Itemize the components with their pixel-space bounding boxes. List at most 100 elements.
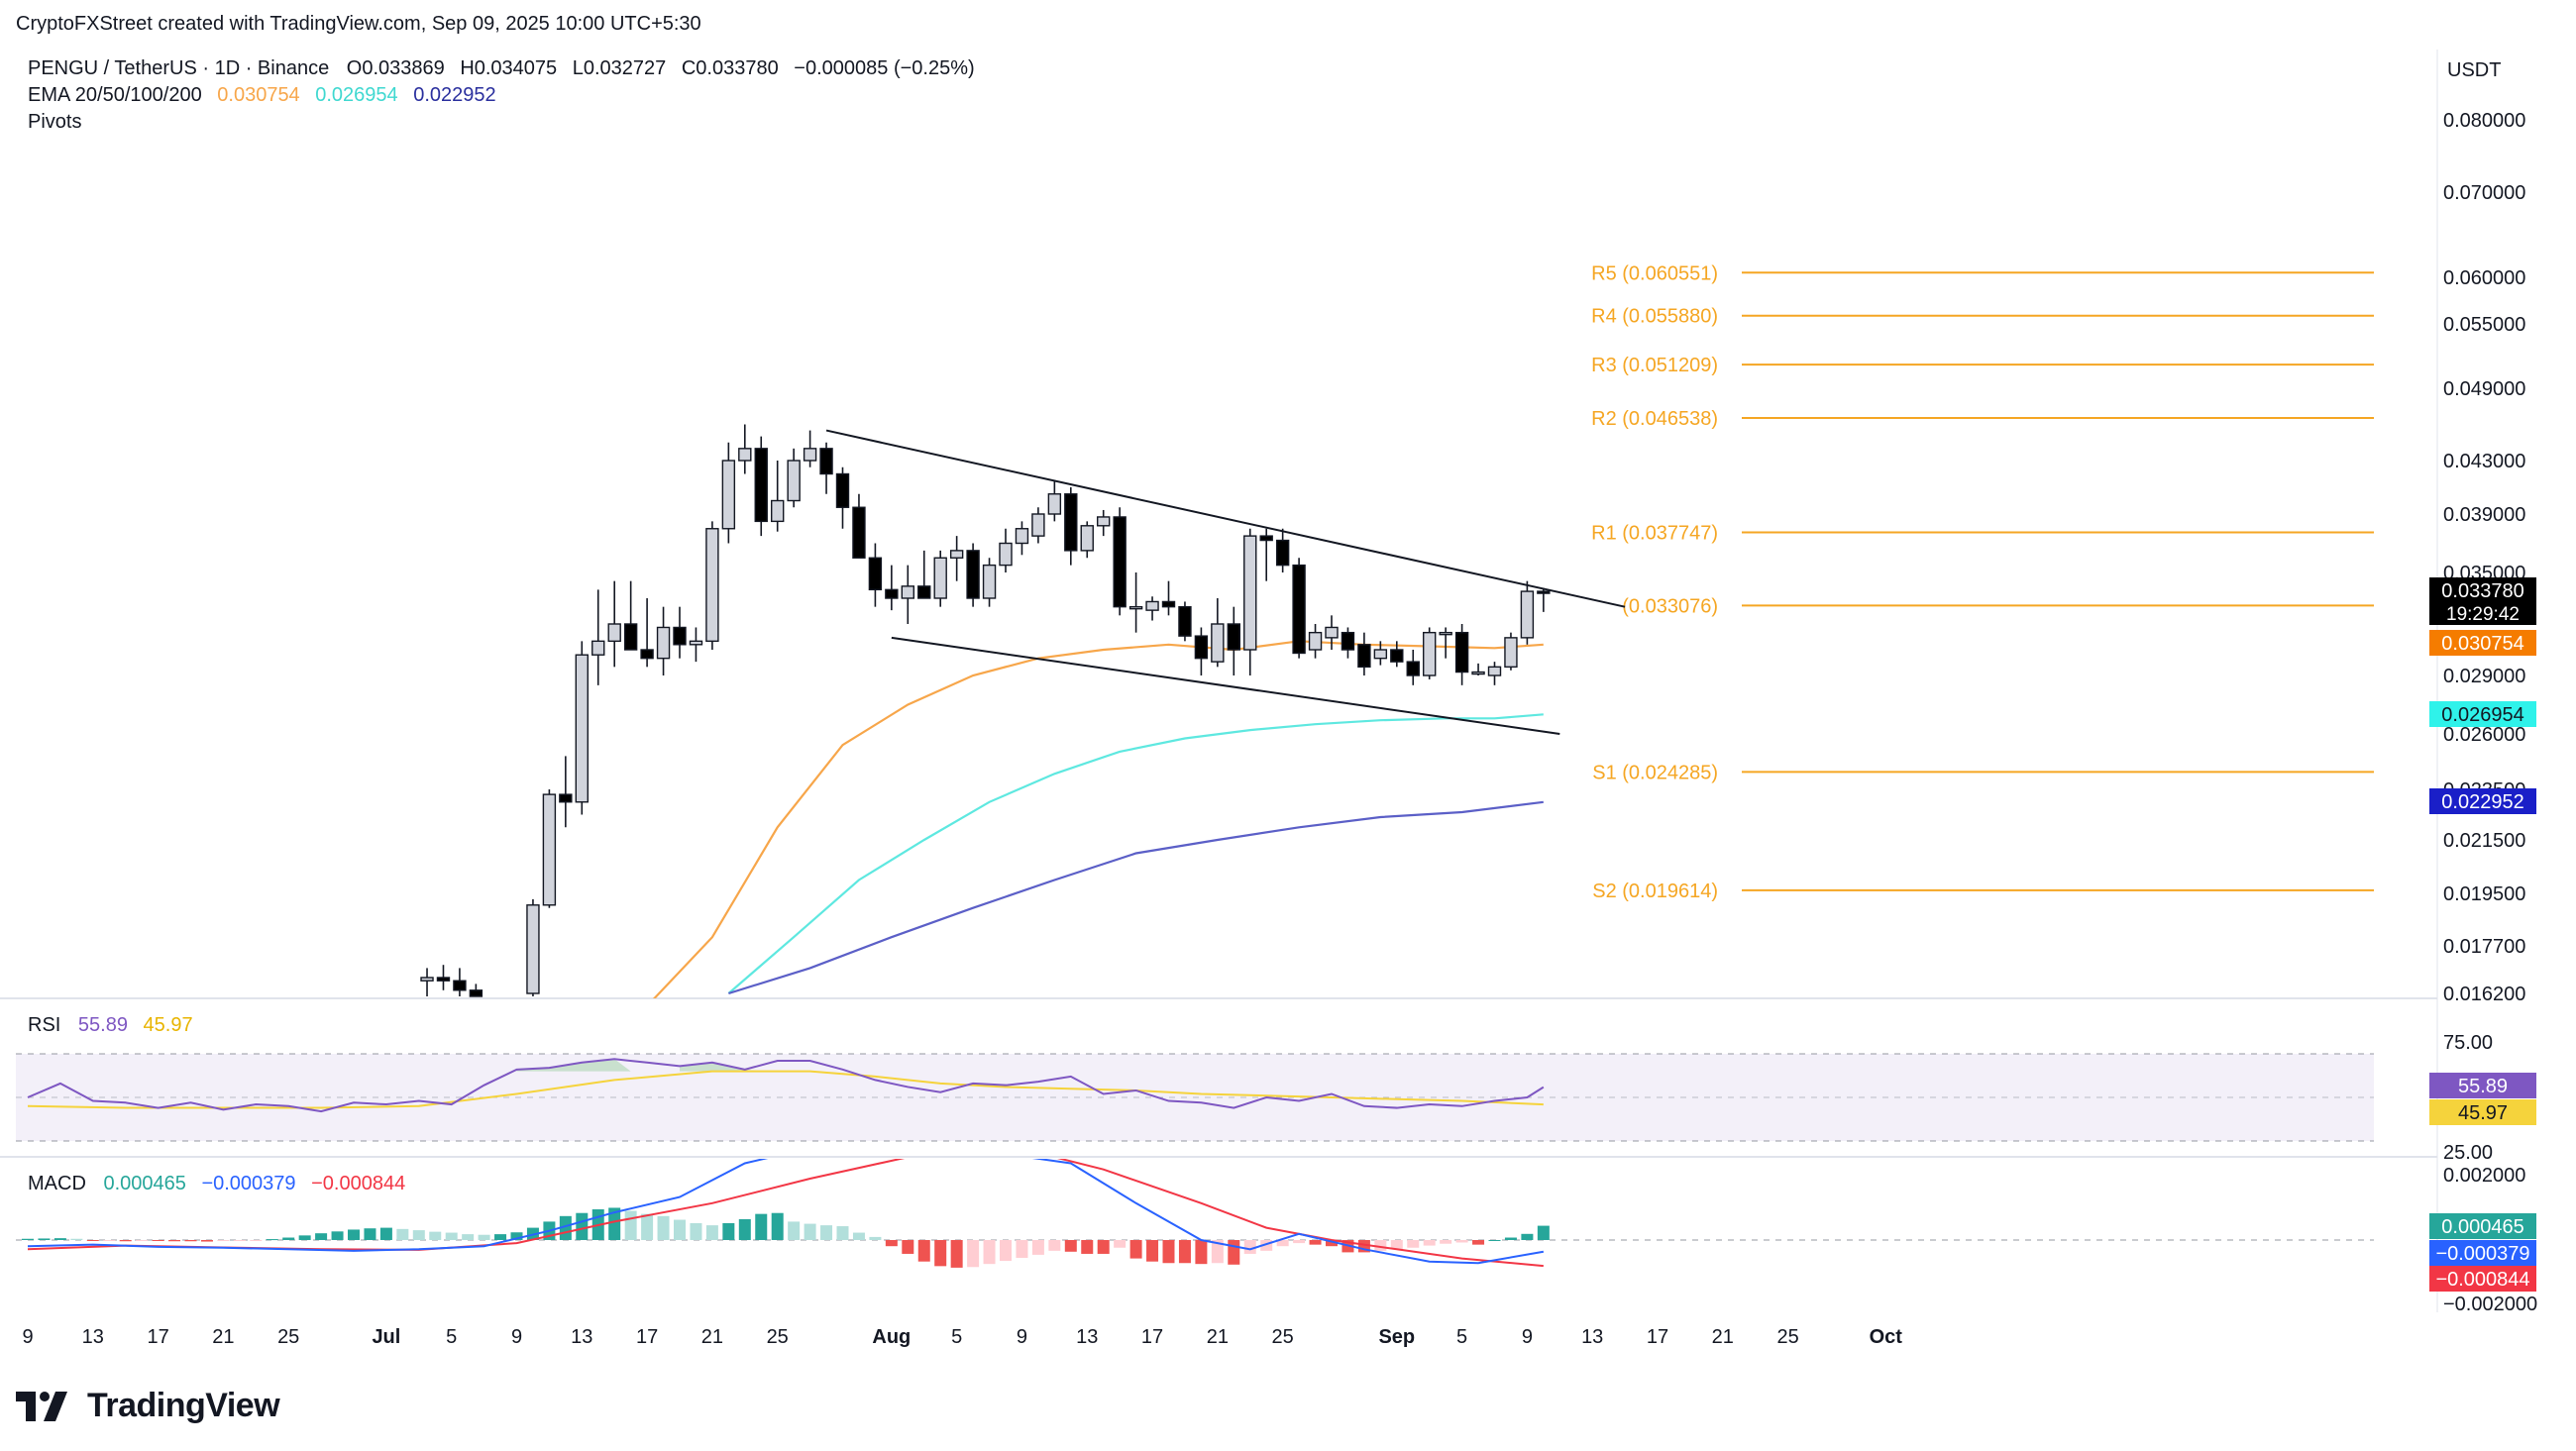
macd-hist-bar: [1031, 1240, 1044, 1255]
macd-hist-bar: [184, 1240, 197, 1242]
pivot-label: R3 (0.051209): [1591, 355, 1718, 376]
ema-series-line: [652, 640, 1544, 998]
macd-hist-value: 0.000465: [103, 1173, 185, 1194]
price-tick-label: 0.029000: [2443, 666, 2525, 687]
candle-body: [721, 460, 736, 530]
ema20-value: 0.030754: [217, 84, 299, 106]
macd-hist-bar: [1211, 1240, 1224, 1264]
time-tick-label: 13: [571, 1326, 592, 1348]
macd-hist-bar: [70, 1238, 83, 1240]
ema50-price-tag: 0.026954: [2429, 701, 2536, 727]
tradingview-logo[interactable]: TradingView: [16, 1387, 280, 1425]
macd-hist-bar: [1326, 1240, 1338, 1247]
candle-body: [1373, 649, 1388, 660]
candle-body: [1113, 516, 1127, 608]
ema20-price-tag: 0.030754: [2429, 630, 2536, 656]
macd-hist-bar: [1228, 1240, 1240, 1265]
candle-body: [1227, 623, 1241, 651]
candle-body: [469, 989, 483, 997]
time-tick-label: 21: [212, 1326, 234, 1348]
macd-legend[interactable]: MACD 0.000465 −0.000379 −0.000844: [28, 1173, 405, 1194]
candle-body: [1080, 525, 1094, 552]
rsi-legend[interactable]: RSI 55.89 45.97: [28, 1014, 193, 1036]
pivot-label: S2 (0.019614): [1592, 881, 1718, 902]
macd-hist-bar: [641, 1213, 654, 1240]
candle-body: [982, 564, 997, 599]
macd-hist-bar: [217, 1240, 230, 1241]
price-axis[interactable]: 0.080000 0.070000 0.060000 0.055000 0.049000…: [2443, 110, 2525, 1005]
macd-hist-bar: [657, 1215, 670, 1240]
macd-hist-bar: [478, 1234, 490, 1240]
time-tick-label: Sep: [1378, 1326, 1415, 1348]
candle-body: [1128, 605, 1143, 610]
time-axis[interactable]: 9 13 17 21 25 Jul 5 9 13 17 21 25 Aug 5 9 13 17 21 25 Sep 5 9…: [22, 1326, 1902, 1348]
ema20-tag-value: 0.030754: [2441, 633, 2523, 655]
candle-body: [1422, 631, 1437, 676]
macd-hist-bar: [1521, 1233, 1534, 1240]
macd-hist-tag-text: 0.000465: [2441, 1216, 2523, 1238]
pivot-levels: R5 (0.060551) R4 (0.055880) R3 (0.051209) R…: [1591, 262, 2374, 902]
time-tick-label: Jul: [372, 1326, 400, 1348]
rsi-ma-value-tag: 45.97: [2429, 1099, 2536, 1125]
pivots-legend[interactable]: Pivots: [28, 111, 81, 133]
price-tick-label: 0.021500: [2443, 830, 2525, 852]
price-tick-label: 0.043000: [2443, 451, 2525, 472]
symbol-name[interactable]: PENGU / TetherUS · 1D · Binance: [28, 57, 329, 79]
macd-hist-bar: [86, 1240, 99, 1241]
candle-body: [1341, 631, 1355, 651]
macd-hist-bar: [1016, 1240, 1028, 1258]
ohlc-open: O0.033869: [347, 57, 445, 79]
candle-body: [575, 654, 589, 803]
candle-body: [656, 626, 671, 660]
candle-body: [1390, 649, 1404, 663]
macd-hist-bar: [396, 1228, 409, 1240]
macd-hist-bar: [1064, 1240, 1077, 1252]
candle-body: [640, 649, 654, 660]
macd-line: [27, 1159, 1545, 1265]
channel-trendlines[interactable]: [825, 429, 1626, 735]
price-tick-label: 0.049000: [2443, 378, 2525, 400]
macd-label: MACD: [28, 1173, 86, 1194]
macd-hist-bar: [233, 1240, 246, 1241]
macd-hist-bar: [885, 1240, 898, 1247]
candle-body: [453, 980, 467, 991]
time-tick-label: 13: [1076, 1326, 1098, 1348]
pivot-label: R5 (0.060551): [1591, 262, 1718, 284]
macd-hist-bar: [1423, 1240, 1436, 1246]
candle-body: [966, 550, 980, 599]
candle-body: [623, 623, 638, 651]
macd-hist-bar: [674, 1219, 686, 1240]
macd-hist-bar: [624, 1210, 637, 1240]
time-tick-label: 21: [1712, 1326, 1734, 1348]
macd-hist-bar: [1097, 1240, 1110, 1254]
candle-body: [420, 977, 434, 982]
rsi-tick-75: 75.00: [2443, 1032, 2493, 1054]
macd-hist-bar: [1048, 1240, 1061, 1251]
price-tick-label: 0.080000: [2443, 110, 2525, 132]
candle-body: [1259, 535, 1273, 542]
countdown-value: 19:29:42: [2446, 604, 2520, 625]
macd-hist-bar: [1081, 1240, 1094, 1254]
time-tick-label: 5: [1456, 1326, 1467, 1348]
macd-hist-bar: [804, 1223, 816, 1240]
rsi-label: RSI: [28, 1014, 60, 1036]
macd-tick-top: 0.002000: [2443, 1165, 2525, 1187]
rsi-value-tag: 55.89: [2429, 1073, 2536, 1098]
ema-legend-label: EMA 20/50/100/200: [28, 84, 202, 106]
candle-body: [1161, 600, 1176, 608]
macd-tick-bottom: −0.002000: [2443, 1294, 2537, 1315]
macd-hist-bar: [1178, 1240, 1191, 1264]
macd-hist-bar: [298, 1235, 311, 1240]
symbol-line[interactable]: PENGU / TetherUS · 1D · Binance O0.03386…: [28, 57, 975, 79]
candle-body: [1406, 661, 1420, 676]
time-tick-label: 25: [1272, 1326, 1294, 1348]
rsi-tag-text: 55.89: [2458, 1076, 2508, 1097]
last-price-tag: 0.033780 19:29:42: [2429, 577, 2536, 625]
macd-hist-bar: [250, 1240, 263, 1241]
macd-hist-bar: [559, 1215, 572, 1240]
ema-legend[interactable]: EMA 20/50/100/200 0.030754 0.026954 0.02…: [28, 84, 496, 106]
macd-signal-tag: −0.000844: [2429, 1266, 2536, 1292]
candle-body: [999, 542, 1013, 567]
macd-hist-bar: [820, 1225, 833, 1240]
